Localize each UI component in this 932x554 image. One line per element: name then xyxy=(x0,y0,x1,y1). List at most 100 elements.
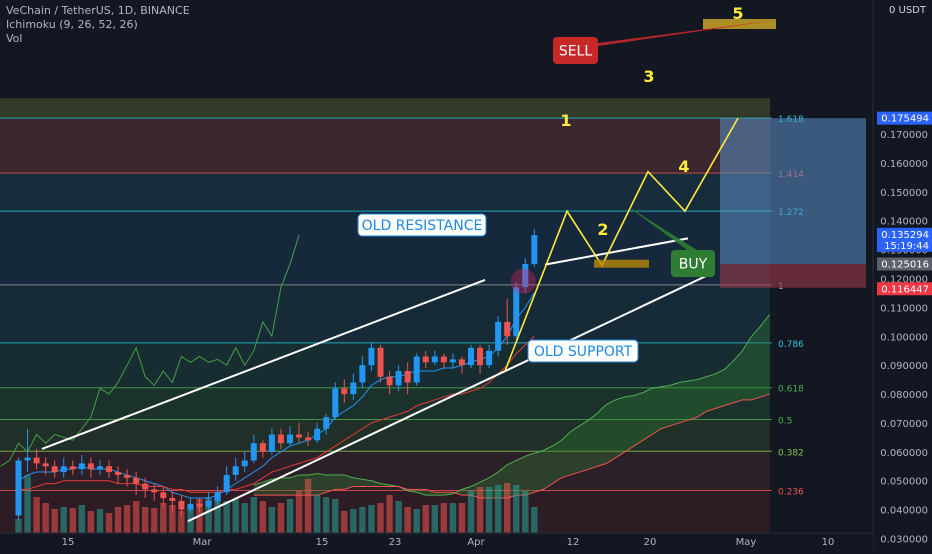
candles xyxy=(15,229,538,522)
candle xyxy=(223,466,230,496)
volume-indicator-label[interactable]: Vol xyxy=(6,32,23,45)
candle xyxy=(169,492,176,513)
candle-body xyxy=(495,321,502,351)
candle xyxy=(305,431,312,447)
candle-body xyxy=(196,503,203,507)
currency-label[interactable]: 0 USDT xyxy=(888,5,926,16)
candle-body xyxy=(504,321,511,337)
price-tick: 0.160000 xyxy=(880,159,928,170)
volume-bar xyxy=(458,503,466,533)
symbol-title[interactable]: VeChain / TetherUS, 1D, BINANCE xyxy=(6,4,190,17)
chart-legend: VeChain / TetherUS, 1D, BINANCE Ichimoku… xyxy=(6,4,190,46)
candle xyxy=(440,353,447,369)
time-tick: 23 xyxy=(389,537,402,548)
price-axis-bg xyxy=(873,0,932,550)
candle-body xyxy=(305,437,312,441)
candle xyxy=(431,350,438,366)
old-support-label-text: OLD SUPPORT xyxy=(534,344,633,360)
price-tick: 0.140000 xyxy=(880,217,928,228)
candle-body xyxy=(350,382,357,395)
sell-zone-marker xyxy=(703,19,776,29)
channel-upper-extension xyxy=(544,237,689,266)
fib-zone xyxy=(0,173,770,212)
buy-label-text: BUY xyxy=(679,257,708,273)
price-tag: 0.116447 xyxy=(881,284,929,295)
candle-body xyxy=(259,443,266,452)
candle-body xyxy=(422,356,429,363)
candle xyxy=(377,344,384,383)
candle xyxy=(504,298,511,345)
volume-bar xyxy=(205,497,212,533)
fib-zone xyxy=(0,118,770,174)
volume-bar xyxy=(277,503,285,533)
candle xyxy=(531,229,538,267)
candle-body xyxy=(69,466,76,470)
candle xyxy=(160,486,167,507)
price-tick: 0.090000 xyxy=(880,361,928,372)
volume-bar xyxy=(69,508,76,533)
candle xyxy=(196,498,203,513)
candle xyxy=(296,422,303,444)
volume-bar xyxy=(422,505,429,533)
buy-label-pointer xyxy=(627,206,700,252)
volume-bar xyxy=(350,509,357,533)
fib-label: 0.236 xyxy=(778,488,804,498)
candle-body xyxy=(468,347,474,366)
fib-zone xyxy=(0,284,770,343)
candle-body xyxy=(287,434,293,444)
candle-body xyxy=(151,489,158,493)
volume-bar xyxy=(24,475,31,533)
volume-bar xyxy=(259,501,267,533)
candle xyxy=(187,498,194,513)
candle xyxy=(323,414,330,435)
channel-upper-line xyxy=(41,279,486,450)
price-tag: 0.175494 xyxy=(881,114,929,125)
volume-bar xyxy=(531,507,538,533)
candle xyxy=(69,460,76,475)
volume-bar xyxy=(440,503,448,533)
candle xyxy=(33,448,40,470)
candle-body xyxy=(431,356,438,363)
volume-bar xyxy=(51,509,58,533)
volume-bar xyxy=(467,491,475,533)
ichimoku-indicator-label[interactable]: Ichimoku (9, 26, 52, 26) xyxy=(6,18,138,31)
volume-bar xyxy=(304,479,312,533)
candle xyxy=(259,440,266,458)
time-tick: Mar xyxy=(193,537,213,548)
volume-bar xyxy=(504,483,511,533)
volume-bar xyxy=(241,503,248,533)
candle-body xyxy=(232,466,239,475)
candle-body xyxy=(477,347,484,366)
volume-bar xyxy=(449,503,457,533)
volume-bars xyxy=(15,475,538,533)
volume-bar xyxy=(404,507,411,533)
old-resistance-label-text: OLD RESISTANCE xyxy=(362,218,483,234)
candle-body xyxy=(323,417,330,429)
price-tag-bg xyxy=(877,227,932,252)
candle-body xyxy=(413,356,420,383)
candle-body xyxy=(106,466,112,473)
candle xyxy=(115,466,122,484)
price-tick: 0.170000 xyxy=(880,130,928,141)
volume-bar xyxy=(377,503,384,533)
volume-bar xyxy=(494,485,502,533)
candle-body xyxy=(522,264,529,288)
candle xyxy=(513,281,520,340)
candle-body xyxy=(241,460,248,467)
sell-label-box xyxy=(553,37,598,64)
candle xyxy=(287,425,293,447)
tenkan-sen xyxy=(18,292,535,499)
time-axis-bg xyxy=(0,533,873,550)
volume-bar xyxy=(341,511,348,533)
volume-bar xyxy=(268,507,276,533)
candle xyxy=(350,373,357,400)
stop-zone xyxy=(720,263,866,288)
candle xyxy=(477,344,484,374)
candle-body xyxy=(160,492,167,499)
price-tick: 0.050000 xyxy=(880,477,928,488)
price-tick: 0.070000 xyxy=(880,419,928,430)
candle xyxy=(413,353,420,386)
price-tag-bg xyxy=(877,111,932,125)
